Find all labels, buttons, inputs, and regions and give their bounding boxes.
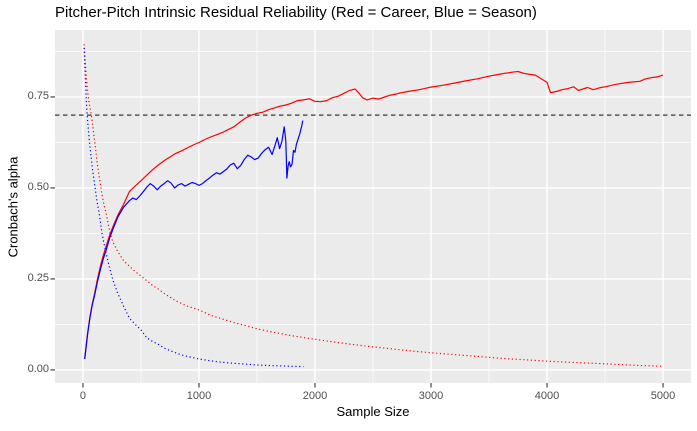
y-axis-title: Cronbach's alpha bbox=[5, 156, 21, 258]
x-tick-label: 2000 bbox=[302, 390, 328, 402]
x-tick-label: 4000 bbox=[534, 390, 560, 402]
x-tick-label: 3000 bbox=[418, 390, 444, 402]
y-tick-label: 0.00 bbox=[27, 363, 49, 376]
chart-title: Pitcher-Pitch Intrinsic Residual Reliabi… bbox=[55, 4, 537, 21]
series-line-career-noise bbox=[83, 44, 664, 367]
x-tick-label: 0 bbox=[79, 390, 87, 402]
x-tick-label: 5000 bbox=[650, 390, 676, 402]
x-tick-label: 1000 bbox=[186, 390, 212, 402]
x-axis-title: Sample Size bbox=[336, 404, 410, 419]
y-tick-label: 0.25 bbox=[27, 272, 49, 285]
series-line-season-noise bbox=[83, 47, 304, 368]
y-tick-label: 0.50 bbox=[27, 181, 49, 194]
series-line-career-reliability bbox=[84, 70, 664, 360]
y-tick-label: 0.75 bbox=[27, 90, 49, 103]
series-line-season-reliability bbox=[84, 120, 304, 360]
